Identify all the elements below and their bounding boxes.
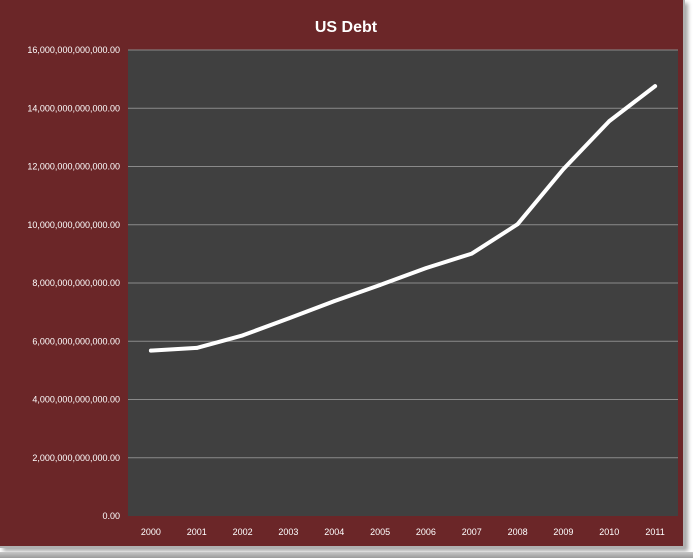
x-tick-label: 2002 xyxy=(233,527,253,537)
y-tick-label: 8,000,000,000,000.00 xyxy=(32,278,120,288)
series-lines xyxy=(148,84,658,353)
y-tick-label: 16,000,000,000,000.00 xyxy=(27,45,120,55)
series-line xyxy=(148,84,658,353)
y-axis-tick-labels: 0.00 2,000,000,000,000.00 4,000,000,000,00… xyxy=(27,45,120,521)
data-point xyxy=(194,346,199,350)
y-tick-label: 10,000,000,000,000.00 xyxy=(27,220,120,230)
data-point xyxy=(240,333,245,338)
x-tick-label: 2000 xyxy=(141,527,161,537)
x-tick-label: 2010 xyxy=(599,527,619,537)
line-chart: US Debt 0.00 2,000,000,000,000.00 4,000,00… xyxy=(27,19,678,537)
x-tick-label: 2004 xyxy=(324,527,344,537)
chart-frame: US Debt 0.00 2,000,000,000,000.00 4,000,00… xyxy=(0,0,685,548)
x-axis-tick-labels: 2000 2001 2002 2003 2004 2005 2006 2007 2008 2009… xyxy=(141,527,665,537)
x-tick-label: 2008 xyxy=(508,527,528,537)
y-tick-label: 14,000,000,000,000.00 xyxy=(27,103,120,113)
data-point xyxy=(653,84,657,88)
x-tick-label: 2011 xyxy=(645,527,664,537)
x-tick-label: 2005 xyxy=(370,527,390,537)
y-tick-label: 0.00 xyxy=(102,511,120,521)
data-point xyxy=(378,283,382,287)
data-point xyxy=(286,316,291,321)
data-point xyxy=(515,222,520,226)
x-tick-label: 2007 xyxy=(462,527,482,537)
y-tick-label: 2,000,000,000,000.00 xyxy=(32,453,120,463)
page-bottom-bar xyxy=(0,552,693,558)
chart-title: US Debt xyxy=(315,19,378,36)
y-tick-label: 4,000,000,000,000.00 xyxy=(32,395,120,405)
data-point xyxy=(561,167,566,171)
data-point xyxy=(469,251,474,256)
data-point xyxy=(607,119,612,123)
y-tick-label: 6,000,000,000,000.00 xyxy=(32,336,120,346)
data-point xyxy=(149,348,153,353)
data-point xyxy=(332,299,337,303)
y-tick-label: 12,000,000,000,000.00 xyxy=(27,162,120,172)
x-tick-label: 2006 xyxy=(416,527,436,537)
x-tick-label: 2009 xyxy=(553,527,573,537)
data-point xyxy=(424,266,428,270)
x-tick-label: 2001 xyxy=(187,527,207,537)
x-tick-label: 2003 xyxy=(278,527,298,537)
